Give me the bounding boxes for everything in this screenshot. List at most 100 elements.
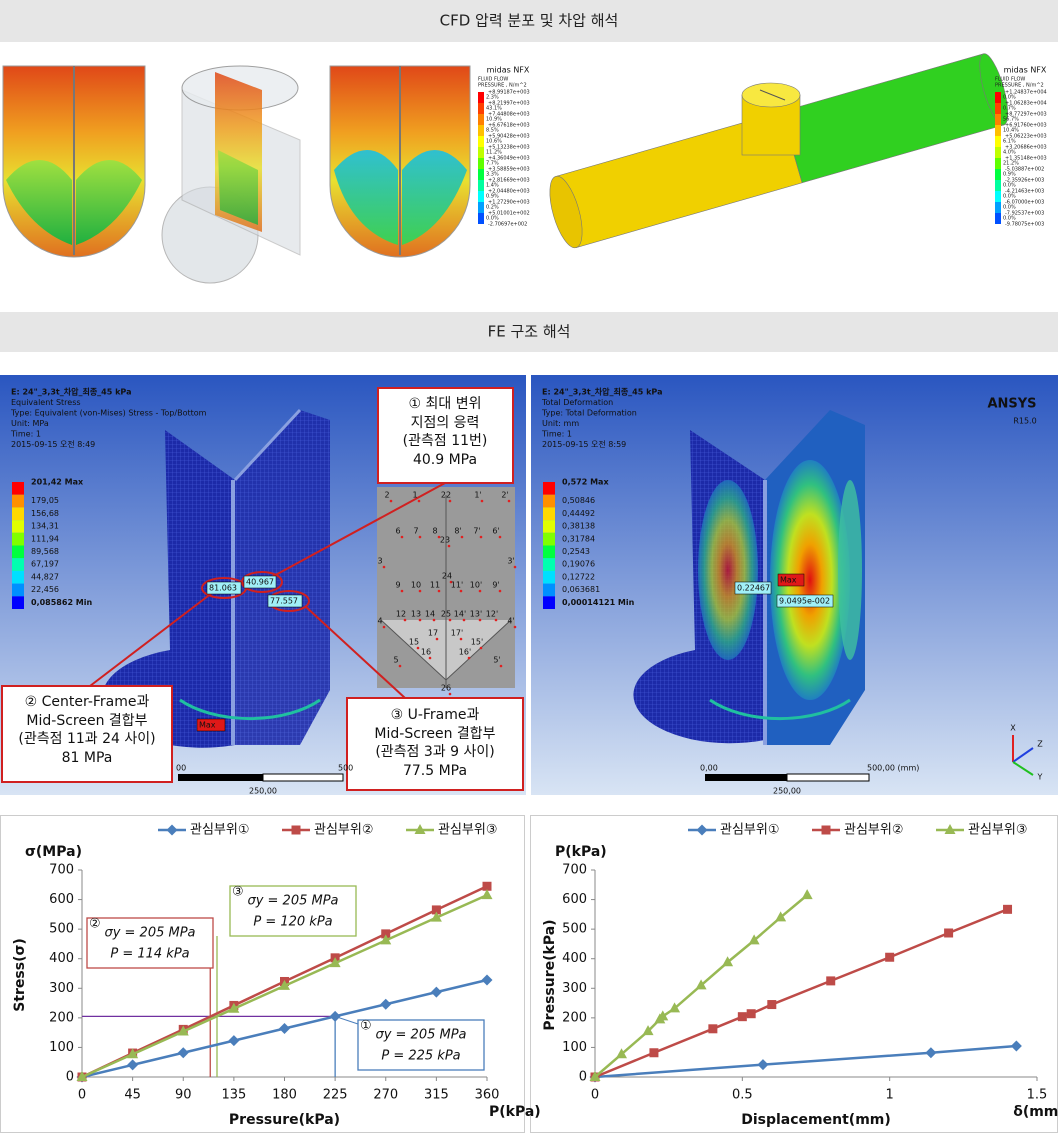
legend-swatch: [478, 136, 484, 147]
scale-label: 00: [176, 764, 186, 773]
data-point: [669, 1002, 681, 1013]
legend-swatch: [478, 213, 484, 224]
fe-mesh: [102, 408, 865, 748]
node-label: 3': [507, 557, 514, 566]
fe-info: Total Deformation: [541, 398, 613, 407]
legend-swatch: [995, 103, 1001, 114]
y-tick-label: 200: [49, 1010, 74, 1025]
node-label: 12': [486, 610, 498, 619]
node-label: 8: [432, 527, 437, 536]
legend-value: -2.35926e+003: [1005, 178, 1044, 184]
scale-bar: [262, 773, 344, 782]
node-label: 1': [474, 491, 481, 500]
data-point: [649, 1048, 659, 1058]
fe-info: E: 24"_3,3t_차압_최종_45 kPa: [542, 387, 662, 397]
legend-title: FLUID FLOW: [478, 77, 508, 83]
callout-text: (관측점 11과 24 사이): [18, 731, 155, 747]
legend-value: 0,19076: [562, 560, 595, 569]
node-dot: [382, 625, 386, 629]
legend-label: 관심부위①: [190, 823, 250, 838]
legend-value: 0,50846: [562, 496, 595, 505]
data-point: [127, 1048, 139, 1059]
brand-version: R15.0: [1013, 417, 1036, 426]
legend-value: 111,94: [31, 534, 59, 543]
y-tick-label: 100: [562, 1040, 587, 1055]
legend-swatch: [995, 191, 1001, 202]
legend-title: PRESSURE , N/m^2: [995, 83, 1044, 89]
legend-value: +3.58859e+003: [488, 167, 530, 173]
node-label: 22: [441, 491, 451, 500]
legend-swatch: [478, 114, 484, 125]
legend-percent: 0.9%: [486, 194, 499, 200]
legend-value: +5.13238e+003: [488, 145, 530, 151]
fe-info: E: 24"_3,3t_차압_최종_45 kPa: [11, 387, 131, 397]
callout-text: 81 MPa: [62, 750, 113, 766]
node-dot: [459, 589, 463, 593]
data-point: [826, 976, 836, 986]
legend-value: -4.21463e+003: [1005, 189, 1044, 195]
legend-swatch: [543, 532, 555, 546]
node-dot: [479, 646, 483, 650]
series-line: [594, 908, 1008, 1079]
legend-swatch: [12, 558, 24, 571]
legend-swatch: [543, 494, 555, 508]
node-label: 5': [493, 656, 500, 665]
y-tick-label: 400: [562, 951, 587, 966]
fe-info: Unit: MPa: [11, 419, 49, 428]
legend-swatch: [12, 494, 24, 508]
scale-bar: [786, 773, 870, 782]
data-point: [589, 1071, 601, 1081]
node-label: 5: [393, 656, 398, 665]
x-tick-label: 180: [272, 1088, 297, 1103]
node-label: 17': [451, 629, 463, 638]
legend-value: 201,42 Max: [31, 478, 84, 487]
annotation-marker: ③: [232, 885, 244, 900]
legend-value: +7.44808e+003: [488, 112, 530, 118]
node-dot: [448, 692, 452, 696]
scale-bar: [178, 774, 263, 781]
legend-value: -9.78075e+003: [1005, 222, 1044, 228]
data-point: [944, 928, 954, 938]
legend-percent: 3.3%: [486, 172, 499, 178]
node-dot: [417, 499, 421, 503]
section-header-bg: [0, 312, 1058, 352]
data-point: [431, 905, 441, 915]
node-dot: [480, 499, 484, 503]
scale-label: 500,00 (mm): [867, 764, 919, 773]
legend-swatch: [995, 92, 1001, 103]
legend-value: -5.03887e+002: [1005, 167, 1044, 173]
node-label: 1: [412, 491, 417, 500]
probe-box: [776, 594, 834, 608]
fe-info: 2015-09-15 오전 8:49: [11, 439, 95, 449]
chart-panel: [530, 815, 1058, 1133]
fe-info: Equivalent Stress: [11, 398, 81, 407]
axis-title: Displacement(mm): [741, 1112, 891, 1128]
legend-swatch: [478, 169, 484, 180]
x-tick-label: 0: [591, 1088, 599, 1103]
node-dot: [448, 499, 452, 503]
legend-value: 67,197: [31, 560, 59, 569]
axis-title: P(kPa): [489, 1104, 541, 1120]
callout-frame: [1, 387, 524, 791]
node-label: 2: [384, 491, 389, 500]
data-point: [430, 911, 442, 922]
data-point: [76, 1071, 88, 1081]
legend-percent: 10.4%: [1003, 128, 1019, 134]
y-tick-label: 0: [66, 1070, 74, 1085]
legend-percent: 0.0%: [1003, 183, 1016, 189]
legend-swatch: [12, 507, 24, 521]
node-label: 11: [430, 581, 440, 590]
series-line: [594, 1044, 1017, 1079]
legend-percent: 21.2%: [1003, 161, 1019, 167]
callout-text: (관측점 11번): [403, 433, 488, 449]
node-dot: [448, 618, 452, 622]
legend-swatch: [478, 92, 484, 103]
legend-swatch: [12, 570, 24, 584]
legend-value: +5.06223e+003: [1005, 134, 1047, 140]
probe-box: [267, 594, 303, 608]
data-point: [228, 1035, 240, 1047]
legend-percent: 6.1%: [1003, 139, 1016, 145]
legend-label: 관심부위③: [438, 823, 498, 838]
legend-value: 44,827: [31, 572, 59, 581]
legend-value: +4.36049e+003: [488, 156, 530, 162]
